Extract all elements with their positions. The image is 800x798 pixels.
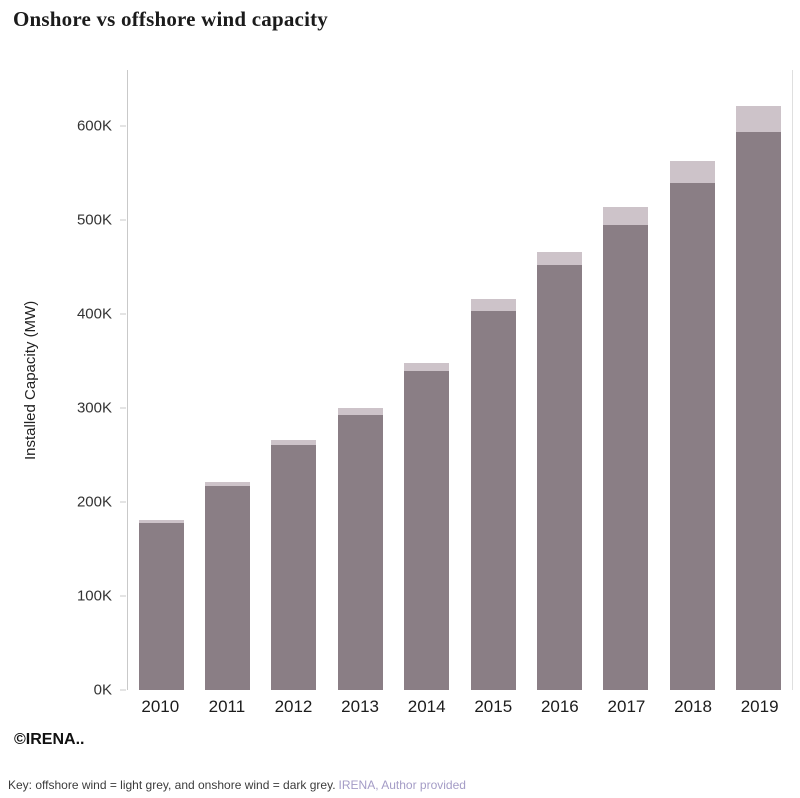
y-tick-label: 200K — [76, 493, 112, 511]
stacked-bar-2018 — [669, 161, 715, 690]
onshore-wind-segment — [470, 310, 516, 690]
stacked-bar-2016 — [537, 252, 583, 690]
y-tick-mark — [120, 689, 126, 691]
y-tick-label: 600K — [76, 117, 112, 135]
y-tick-mark — [120, 219, 126, 221]
plot-area — [127, 70, 793, 690]
x-tick-label: 2012 — [274, 697, 313, 716]
onshore-wind-segment — [603, 225, 649, 690]
x-tick-label: 2019 — [740, 697, 779, 716]
y-tick-mark — [120, 595, 126, 597]
x-tick-label: 2010 — [141, 697, 180, 716]
y-tick-label: 500K — [76, 211, 112, 229]
offshore-wind-segment — [669, 161, 715, 183]
stacked-bar-2011 — [205, 482, 251, 690]
offshore-wind-segment — [138, 519, 184, 523]
offshore-wind-segment — [271, 440, 317, 445]
x-axis: 2010 2011 2012 2013 2014 2015 2016 2017 2018 2019 — [127, 697, 793, 717]
x-tick-label: 2016 — [540, 697, 579, 716]
x-tick-label: 2018 — [674, 697, 712, 716]
onshore-wind-segment — [736, 132, 782, 690]
y-tick-mark — [120, 407, 126, 409]
stacked-bar-2013 — [337, 408, 383, 690]
y-axis: 0K 100K 200K 300K 400K 500K 600K — [0, 70, 126, 699]
onshore-wind-segment — [669, 182, 715, 690]
onshore-wind-segment — [205, 486, 251, 690]
chart-title: Onshore vs offshore wind capacity — [13, 7, 329, 31]
y-tick-label: 400K — [76, 305, 112, 323]
stacked-bar-2014 — [404, 363, 450, 690]
caption-source-text: IRENA, Author provided — [338, 778, 466, 792]
x-tick-label: 2017 — [607, 697, 646, 716]
stacked-bar-2015 — [470, 299, 516, 690]
y-tick-mark — [120, 313, 126, 315]
onshore-wind-segment — [138, 522, 184, 690]
offshore-wind-segment — [603, 207, 649, 225]
caption-bar: Key: offshore wind = light grey, and ons… — [0, 773, 800, 798]
y-tick-label: 300K — [76, 399, 112, 417]
offshore-wind-segment — [537, 252, 583, 266]
y-tick-mark — [120, 125, 126, 127]
onshore-wind-segment — [537, 265, 583, 690]
offshore-wind-segment — [205, 482, 251, 487]
onshore-wind-segment — [404, 370, 450, 690]
x-tick-label: 2011 — [208, 697, 246, 716]
onshore-wind-segment — [271, 444, 317, 690]
y-tick-mark — [120, 501, 126, 503]
x-tick-label: 2013 — [341, 697, 379, 716]
y-tick-label: 0K — [93, 681, 112, 699]
stacked-bar-2012 — [271, 440, 317, 690]
offshore-wind-segment — [337, 408, 383, 415]
caption-key-text: Key: offshore wind = light grey, and ons… — [8, 778, 336, 792]
copyright-text: ©IRENA.. — [14, 731, 85, 748]
x-tick-label: 2015 — [474, 697, 513, 716]
stacked-bar-2019 — [736, 105, 782, 690]
x-tick-label: 2014 — [407, 697, 446, 716]
stacked-bar-2017 — [603, 207, 649, 690]
onshore-wind-segment — [337, 414, 383, 690]
offshore-wind-segment — [404, 363, 450, 371]
offshore-wind-segment — [470, 299, 516, 311]
stacked-bar-2010 — [138, 519, 184, 690]
offshore-wind-segment — [736, 105, 782, 132]
y-tick-label: 100K — [76, 587, 112, 605]
